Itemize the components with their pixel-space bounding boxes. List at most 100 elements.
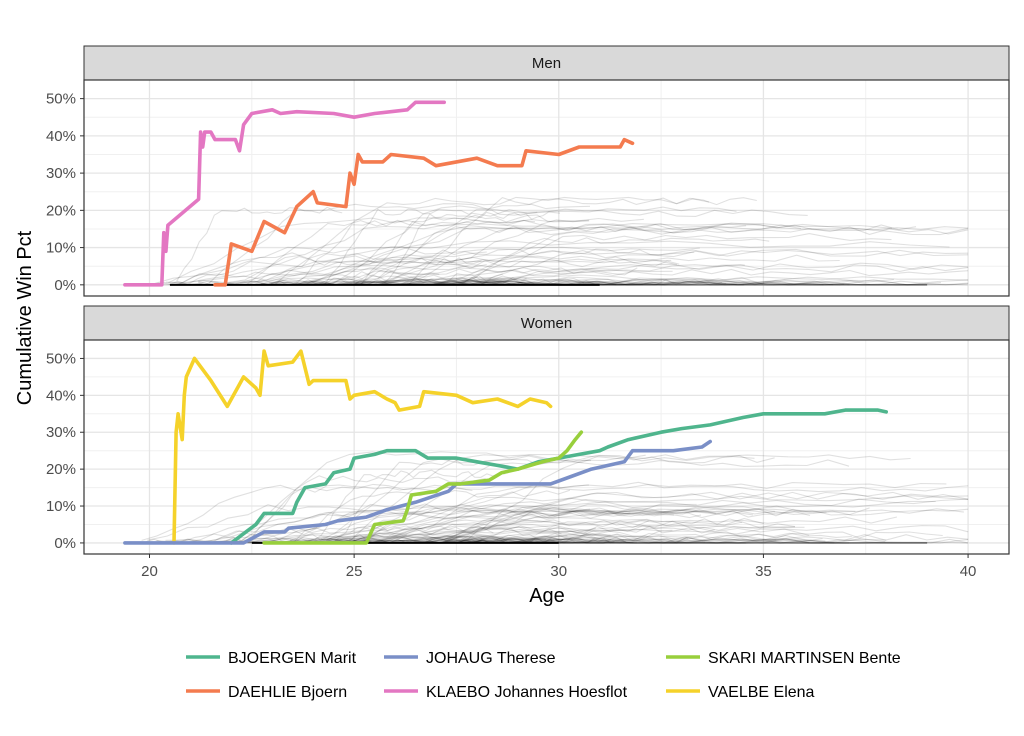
background-athlete-line [353,225,747,286]
background-athlete-line [365,518,743,543]
background-athlete-line [268,277,581,286]
y-tick-label: 40% [46,387,76,404]
background-athlete-line [208,203,591,284]
background-athlete-line [197,506,776,544]
x-tick-label: 25 [346,563,363,580]
background-athlete-line [266,267,673,286]
background-athlete-line [330,205,737,286]
background-athlete-line [168,217,644,284]
background-athlete-line [161,527,562,544]
background-athlete-line [230,280,744,286]
background-athlete-line [268,267,638,286]
background-athlete-line [381,279,845,286]
background-athlete-line [347,276,894,286]
y-axis-title: Cumulative Win Pct [14,230,36,405]
background-athlete-line [204,533,610,544]
background-athlete-line [381,481,947,544]
y-tick-label: 20% [46,461,76,478]
background-athlete-line [419,280,969,286]
legend-label: SKARI MARTINSEN Bente [708,650,901,667]
x-axis-title: Age [529,585,565,607]
background-athlete-line [329,524,805,544]
series-line-vaelbe-elena [172,349,553,545]
background-athlete-line [425,491,969,542]
background-athlete-line [414,532,852,544]
panel-background [84,80,1009,296]
series-line-johaug-therese [123,439,712,545]
legend-label: DAEHLIE Bjoern [228,684,347,701]
x-tick-label: 35 [755,563,772,580]
y-tick-label: 50% [46,91,76,108]
background-athlete-line [294,219,536,286]
background-athlete-line [444,537,823,544]
background-athlete-line [289,508,754,541]
legend-label: VAELBE Elena [708,684,815,701]
background-athlete-line [334,274,969,286]
background-athlete-line [249,257,482,284]
y-tick-label: 0% [54,535,76,552]
background-athlete-line [194,511,674,544]
background-athlete-line [334,457,592,541]
background-athlete-line [348,507,870,541]
background-athlete-line [460,237,770,284]
background-athlete-line [348,248,969,286]
background-athlete-line [340,498,969,541]
background-athlete-line [360,214,590,286]
background-athlete-line [325,533,611,544]
background-athlete-line [307,223,893,286]
background-athlete-line [414,525,715,544]
background-athlete-line [319,525,494,543]
background-athlete-line [346,520,649,544]
background-athlete-line [359,208,808,286]
background-athlete-line [235,534,689,544]
background-athlete-line [178,251,487,285]
background-athlete-line [327,259,680,285]
background-athlete-line [315,495,969,544]
background-athlete-line [459,531,943,544]
y-tick-label: 10% [46,498,76,515]
background-athlete-line [409,520,796,542]
background-athlete-line [428,525,795,544]
background-athlete-line [446,249,969,283]
background-athlete-line [165,260,487,284]
series-line-bjoergen-marit [229,408,888,545]
panel-border [83,339,1010,555]
background-athlete-line [435,226,969,286]
background-athlete-line [376,268,969,283]
background-athlete-line [434,278,871,286]
legend-label: KLAEBO Johannes Hoesflot [426,684,628,701]
background-athlete-line [319,276,585,286]
background-athlete-line [408,196,757,286]
background-athlete-line [346,537,555,544]
background-athlete-line [424,508,969,544]
background-athlete-line [150,246,700,286]
background-athlete-line [141,483,590,541]
facet-strip [83,45,1010,81]
y-tick-label: 50% [46,350,76,367]
facet-strip-label: Women [521,315,572,332]
panel-women: Women 0% 10% 20% 30% 40% 50% 20 25 30 35 40 [46,305,1010,580]
background-athlete-line [374,517,764,544]
y-tick-label: 30% [46,424,76,441]
background-athlete-line [265,532,624,544]
y-tick-label: 0% [54,277,76,294]
background-athlete-line [197,525,597,544]
background-athlete-line [354,508,827,542]
y-tick-label: 30% [46,165,76,182]
legend-label: JOHAUG Therese [426,650,556,667]
background-athlete-line [352,276,764,286]
background-athlete-line [363,506,964,541]
panel-men: Men 0% 10% 20% 30% 40% 50% [46,45,1010,297]
background-athlete-line [158,270,440,286]
facet-strip [83,305,1010,341]
facet-strip-label: Men [532,55,561,72]
background-athlete-line [461,454,911,541]
y-tick-label: 40% [46,128,76,145]
background-athlete-line [467,536,746,544]
background-athlete-line [314,469,506,540]
background-athlete-line [197,264,745,282]
background-athlete-line [169,255,672,286]
background-athlete-line [324,208,538,286]
x-tick-label: 20 [141,563,158,580]
background-athlete-line [455,279,727,286]
